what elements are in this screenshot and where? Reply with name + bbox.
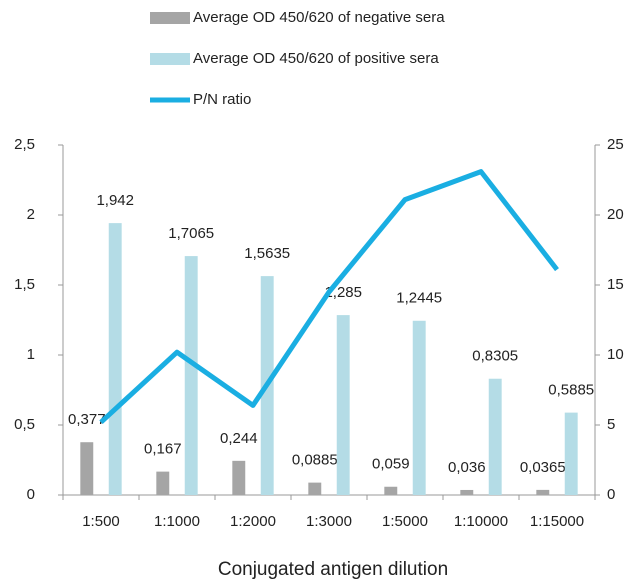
line — [99, 169, 559, 425]
y-tick-label: 0,5 — [14, 416, 35, 433]
bar — [308, 482, 322, 495]
data-label: 0,167 — [144, 441, 182, 458]
legend-label: P/N ratio — [193, 91, 251, 108]
data-label: 1,7065 — [168, 225, 214, 242]
data-label: 0,377 — [68, 411, 106, 428]
bar — [184, 256, 198, 495]
y2-tick-label: 20 — [607, 206, 624, 223]
data-label: 0,036 — [448, 459, 486, 476]
bar — [232, 460, 246, 495]
data-label: 0,0365 — [520, 459, 566, 476]
x-tick-label: 1:15000 — [530, 513, 584, 530]
y-tick-label: 1 — [27, 346, 35, 363]
data-label: 0,5885 — [548, 382, 594, 399]
y2-tick-label: 0 — [607, 486, 615, 503]
legend-swatch — [150, 53, 190, 65]
x-tick-label: 1:1000 — [154, 513, 200, 530]
x-tick-label: 1:10000 — [454, 513, 508, 530]
data-label: 1,942 — [96, 192, 134, 209]
bar — [460, 489, 474, 495]
data-label: 0,244 — [220, 430, 258, 447]
data-label: 0,0885 — [292, 452, 338, 469]
bar — [412, 320, 426, 495]
y-tick-label: 1,5 — [14, 276, 35, 293]
y2-tick-label: 25 — [607, 136, 624, 153]
y2-tick-label: 5 — [607, 416, 615, 433]
x-tick-label: 1:500 — [82, 513, 120, 530]
y-tick-label: 0 — [27, 486, 35, 503]
bar — [536, 489, 550, 495]
data-label: 0,8305 — [472, 348, 518, 365]
bar — [488, 378, 502, 495]
bar — [108, 223, 122, 495]
x-tick-label: 1:2000 — [230, 513, 276, 530]
y-tick-label: 2 — [27, 206, 35, 223]
bar — [564, 412, 578, 495]
bar — [384, 486, 398, 495]
data-label: 0,059 — [372, 456, 410, 473]
bar — [336, 315, 350, 495]
y2-tick-label: 10 — [607, 346, 624, 363]
data-label: 1,2445 — [396, 290, 442, 307]
y-tick-label: 2,5 — [14, 136, 35, 153]
x-tick-label: 1:5000 — [382, 513, 428, 530]
legend-label: Average OD 450/620 of positive sera — [193, 50, 439, 67]
legend-label: Average OD 450/620 of negative sera — [193, 9, 445, 26]
legend-swatch — [150, 12, 190, 24]
x-tick-label: 1:3000 — [306, 513, 352, 530]
bar — [156, 471, 170, 495]
y2-tick-label: 15 — [607, 276, 624, 293]
data-label: 1,5635 — [244, 245, 290, 262]
bar — [80, 442, 94, 495]
x-axis-title: Conjugated antigen dilution — [218, 559, 448, 580]
